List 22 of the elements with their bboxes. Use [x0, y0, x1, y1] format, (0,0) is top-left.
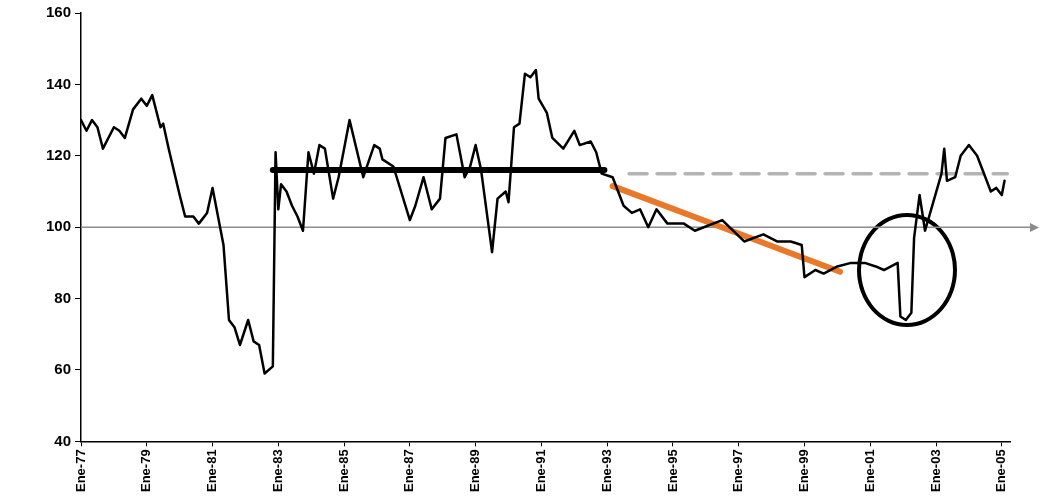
x-tick-label: Ene-91	[532, 449, 548, 493]
y-tick-label: 40	[54, 431, 71, 449]
y-tick-label: 120	[45, 145, 71, 163]
x-tick-label: Ene-97	[730, 449, 746, 493]
x-tick-label: Ene-83	[269, 449, 285, 493]
x-tick-label: Ene-89	[467, 449, 483, 493]
x-tick-label: Ene-77	[72, 449, 88, 493]
x-tick-label: Ene-01	[861, 449, 877, 493]
x-tick-label: Ene-79	[138, 449, 154, 493]
x-tick-label: Ene-93	[598, 449, 614, 493]
y-tick-label: 140	[45, 74, 71, 92]
x-tick-label: Ene-05	[993, 449, 1009, 493]
x-tick-label: Ene-87	[401, 449, 417, 493]
y-tick-label: 60	[54, 360, 71, 378]
y-tick-label: 160	[45, 3, 71, 21]
x-tick-label: Ene-81	[204, 449, 220, 493]
x-tick-label: Ene-03	[927, 449, 943, 493]
y-tick-label: 100	[45, 217, 71, 235]
x-tick-label: Ene-85	[335, 449, 351, 493]
x-tick-label: Ene-95	[664, 449, 680, 493]
x-tick-label: Ene-99	[796, 449, 812, 493]
y-tick-label: 80	[54, 288, 71, 306]
